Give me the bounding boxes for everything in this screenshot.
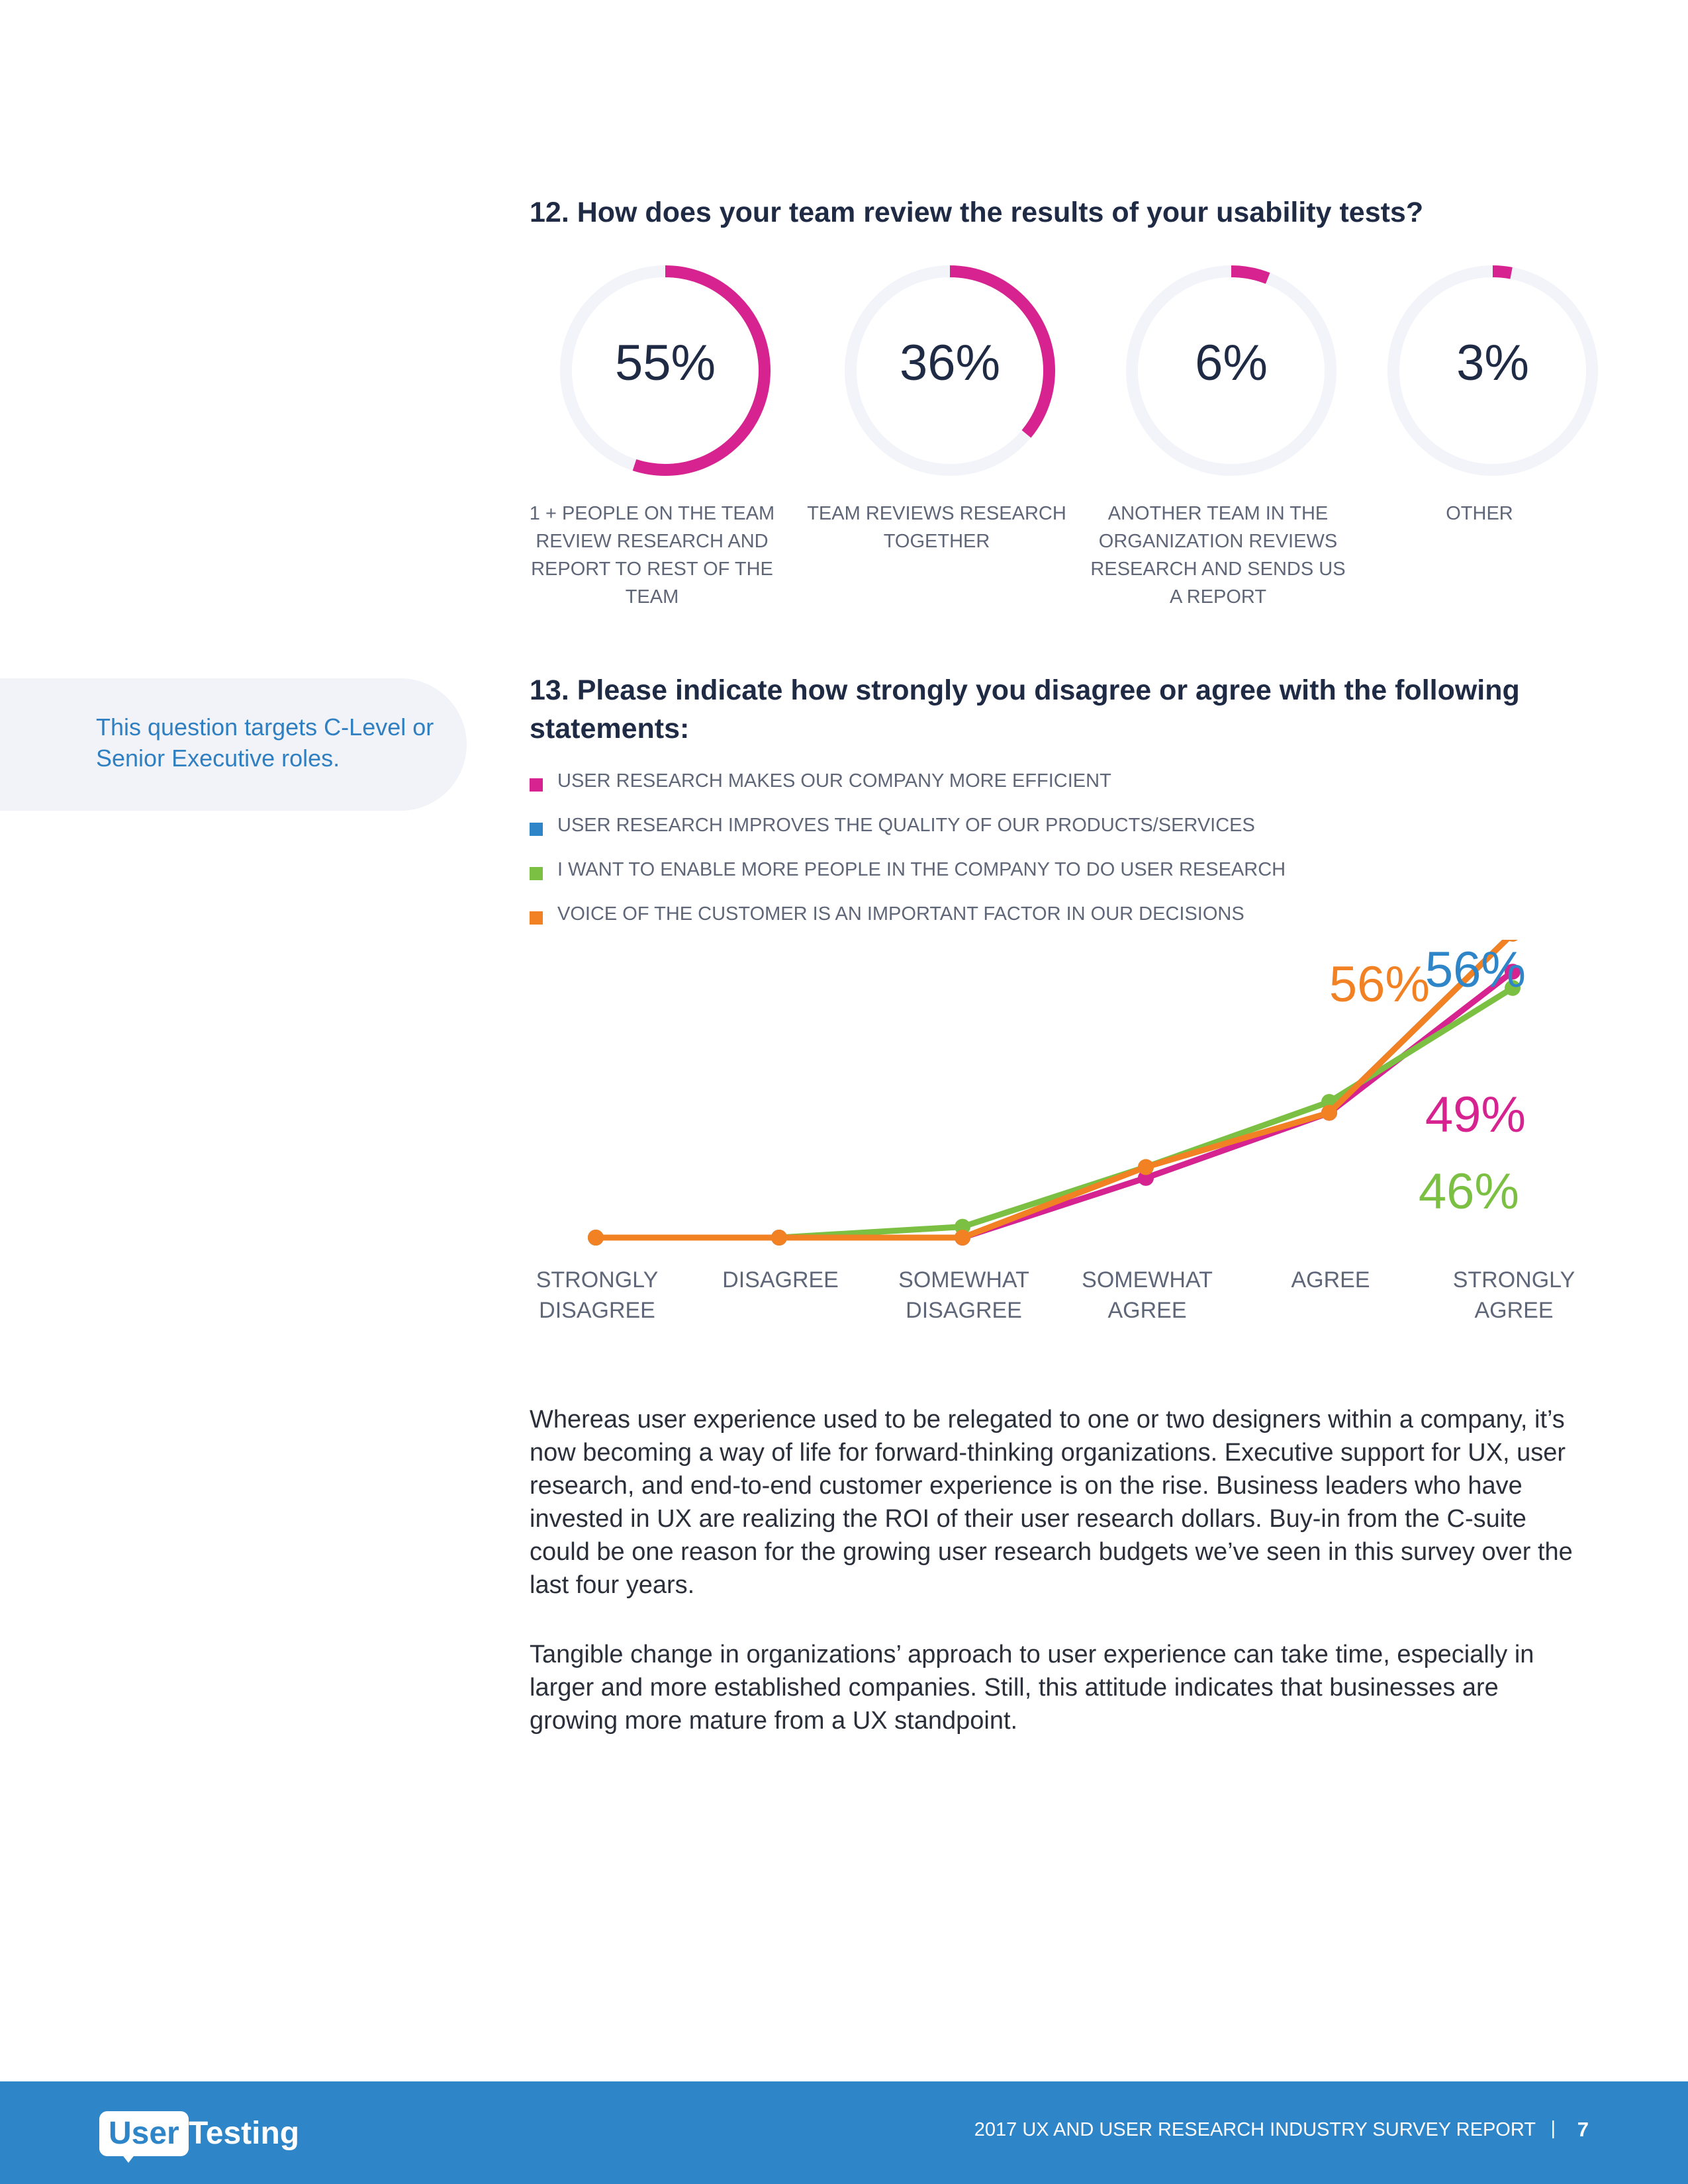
x-tick-label: STRONGLY DISAGREE — [536, 1267, 659, 1323]
data-point — [1138, 1169, 1154, 1186]
donut-label: 1 + PEOPLE ON THE TEAM REVIEW RESEARCH A… — [529, 503, 775, 608]
donut-percentage: 6% — [1195, 335, 1268, 391]
donut-arc — [1387, 265, 1598, 476]
data-point — [955, 1218, 970, 1235]
donut-percentage: 36% — [899, 335, 1001, 391]
legend-label: USER RESEARCH IMPROVES THE QUALITY OF OU… — [557, 815, 1255, 836]
legend-swatch — [530, 778, 543, 792]
donut-percentage: 3% — [1456, 335, 1529, 391]
donut-arc — [845, 265, 1055, 476]
legend-swatch — [530, 867, 543, 880]
data-point — [1138, 1159, 1154, 1175]
x-tick-label: STRONGLY AGREE — [1453, 1267, 1575, 1323]
side-note-callout: This question targets C-Level or Senior … — [0, 678, 467, 811]
donut-percentage: 55% — [614, 335, 716, 391]
legend-label: I WANT TO ENABLE MORE PEOPLE IN THE COMP… — [557, 859, 1286, 880]
body-paragraph: Tangible change in organizations’ approa… — [530, 1641, 1534, 1735]
donut-arc — [1126, 265, 1336, 476]
series-end-label: 56% — [1425, 942, 1526, 998]
data-point — [588, 1230, 604, 1246]
logo-user-badge: User — [99, 2111, 189, 2156]
legend-label: VOICE OF THE CUSTOMER IS AN IMPORTANT FA… — [557, 903, 1244, 925]
page-number: 7 — [1577, 2118, 1589, 2141]
footer-report-title: 2017 UX AND USER RESEARCH INDUSTRY SURVE… — [974, 2119, 1536, 2140]
donut-chart — [560, 265, 771, 476]
x-tick-label: AGREE — [1291, 1267, 1370, 1293]
side-note-text: This question targets C-Level or Senior … — [96, 713, 434, 772]
donut-label: ANOTHER TEAM IN THE ORGANIZATION REVIEWS… — [1090, 503, 1346, 608]
page-footer: User Testing 2017 UX AND USER RESEARCH I… — [0, 2081, 1688, 2184]
data-point — [1505, 979, 1521, 996]
series-end-label: 46% — [1419, 1163, 1519, 1220]
footer-separator: | — [1550, 2118, 1556, 2139]
series-end-label: 49% — [1425, 1087, 1526, 1143]
logo-speech-tail — [119, 2151, 138, 2163]
data-point — [1505, 964, 1521, 980]
x-tick-label: SOMEWHAT DISAGREE — [898, 1267, 1029, 1323]
legend-swatch — [530, 911, 543, 925]
donut-arc — [560, 265, 771, 476]
legend-swatch — [530, 823, 543, 836]
donut-chart — [1126, 265, 1336, 476]
series-end-label: 56% — [1329, 956, 1430, 1013]
question-13-title: 13. Please indicate how strongly you dis… — [530, 674, 1520, 745]
line-chart: 56%56% 49% 46% STRONGLY DISAGREE DISAGREE SOME… — [536, 940, 1575, 1323]
logo-testing-text: Testing — [189, 2116, 300, 2151]
legend-label: USER RESEARCH MAKES OUR COMPANY MORE EFF… — [557, 770, 1111, 792]
donut-chart — [845, 265, 1055, 476]
x-tick-label: SOMEWHAT AGREE — [1082, 1267, 1213, 1323]
series-line — [592, 940, 1511, 1241]
data-point — [955, 1230, 970, 1246]
data-point — [1321, 1105, 1337, 1121]
donut-label: OTHER — [1446, 503, 1513, 524]
donut-label: TEAM REVIEWS RESEARCH TOGETHER — [807, 503, 1066, 552]
body-paragraph: Whereas user experience used to be releg… — [530, 1406, 1573, 1599]
donut-chart — [1387, 265, 1598, 476]
x-tick-label: DISAGREE — [722, 1267, 839, 1293]
data-point — [771, 1230, 787, 1246]
question-12-title: 12. How does your team review the result… — [530, 197, 1424, 228]
data-point — [1507, 940, 1518, 942]
